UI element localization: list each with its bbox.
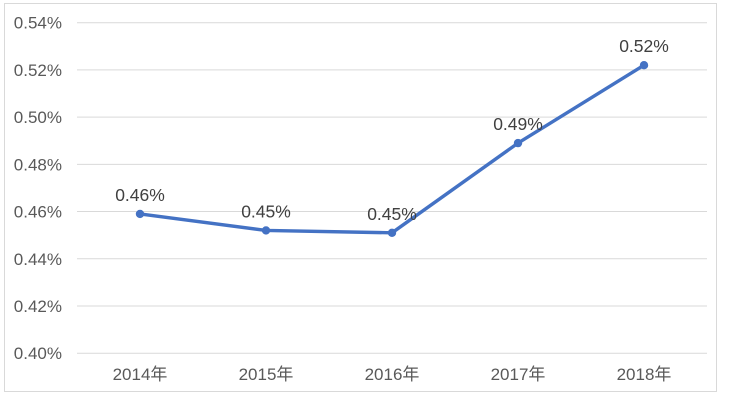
y-axis-tick-label: 0.44% bbox=[14, 250, 62, 269]
x-axis-category-label: 2017年 bbox=[491, 365, 546, 384]
x-axis-category-label: 2014年 bbox=[113, 365, 168, 384]
y-axis-tick-label: 0.40% bbox=[14, 344, 62, 363]
chart-border bbox=[4, 3, 717, 392]
y-axis-tick-label: 0.50% bbox=[14, 108, 62, 127]
y-axis-tick-label: 0.46% bbox=[14, 203, 62, 222]
data-point-marker bbox=[387, 228, 397, 238]
data-label: 0.49% bbox=[493, 114, 543, 134]
data-label: 0.45% bbox=[367, 204, 417, 224]
x-axis-category-label: 2018年 bbox=[617, 365, 672, 384]
data-point-marker bbox=[261, 226, 271, 235]
data-point-marker bbox=[135, 209, 145, 219]
x-axis-category-label: 2015年 bbox=[239, 365, 294, 384]
data-point-marker bbox=[513, 138, 523, 148]
data-label: 0.52% bbox=[619, 36, 669, 56]
y-axis-tick-label: 0.48% bbox=[14, 155, 62, 174]
data-label: 0.45% bbox=[241, 201, 291, 221]
data-label: 0.46% bbox=[115, 185, 165, 205]
y-axis-tick-label: 0.52% bbox=[14, 61, 62, 80]
data-point-marker bbox=[639, 60, 649, 70]
y-axis-tick-label: 0.42% bbox=[14, 297, 62, 316]
x-axis-category-label: 2016年 bbox=[365, 365, 420, 384]
y-axis-tick-label: 0.54% bbox=[14, 14, 62, 33]
